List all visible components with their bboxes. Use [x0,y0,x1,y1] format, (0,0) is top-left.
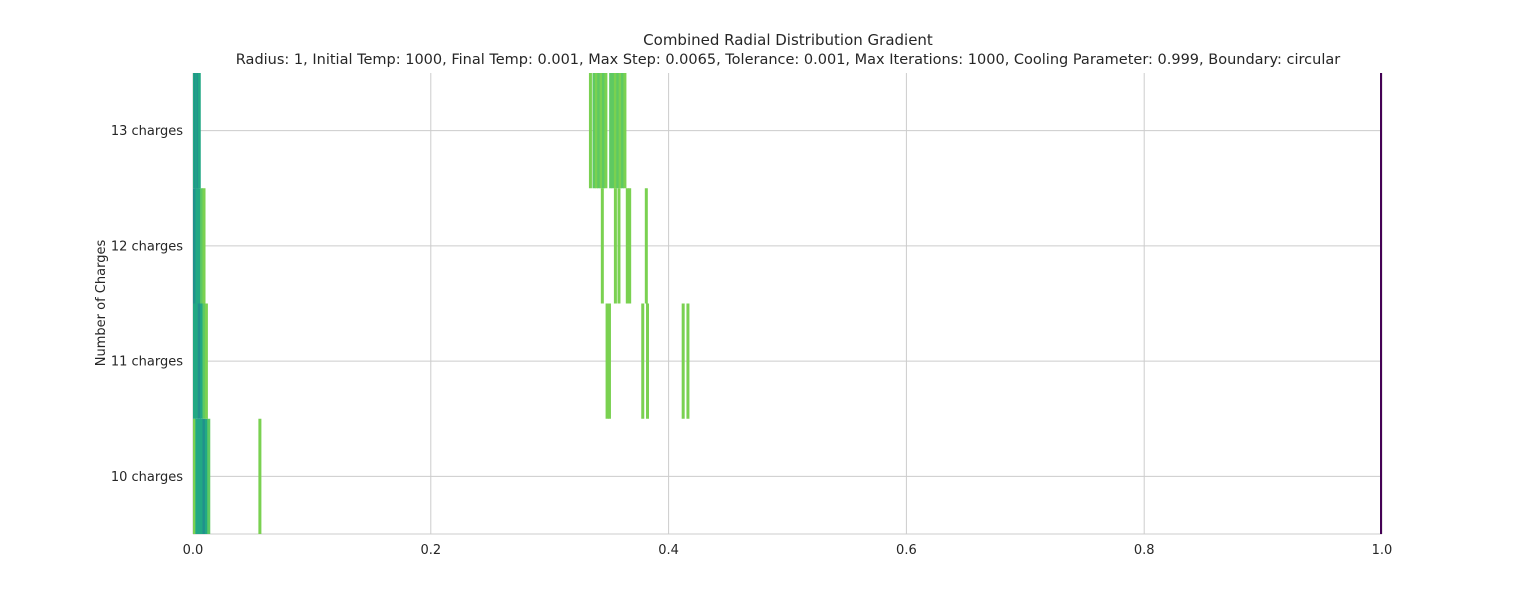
y-axis-label: Number of Charges [94,240,109,367]
y-tick-label: 13 charges [111,124,183,139]
x-tick-label: 0.2 [420,543,441,558]
x-tick-labels: 0.0 0.2 0.4 0.6 0.8 1.0 [183,543,1393,558]
y-tick-labels: 10 charges 11 charges 12 charges 13 charges [111,124,183,485]
chart-subtitle: Radius: 1, Initial Temp: 1000, Final Tem… [236,52,1340,68]
x-tick-label: 0.8 [1134,543,1155,558]
y-tick-label: 11 charges [111,355,183,370]
y-tick-label: 10 charges [111,470,183,485]
x-tick-label: 0.4 [658,543,679,558]
data-marks [193,73,1382,534]
chart-title: Combined Radial Distribution Gradient [643,31,933,49]
y-tick-label: 12 charges [111,239,183,254]
x-tick-label: 1.0 [1372,543,1393,558]
x-tick-label: 0.0 [183,543,204,558]
x-tick-label: 0.6 [896,543,917,558]
grid [192,73,1383,535]
